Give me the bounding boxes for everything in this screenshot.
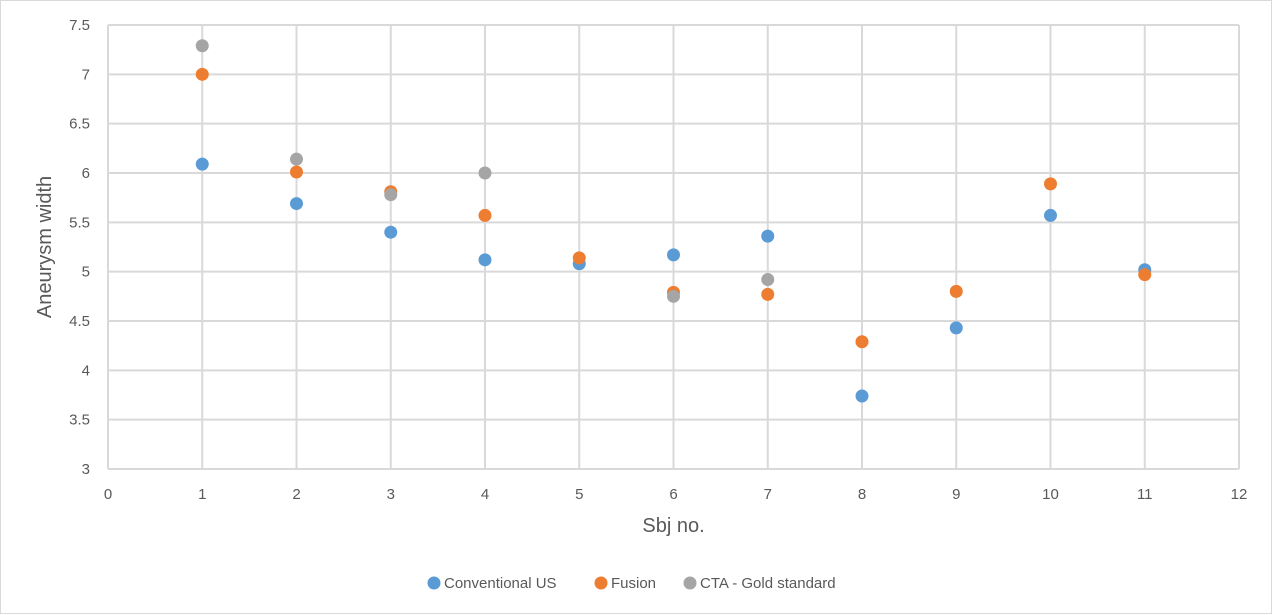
y-tick-label: 6.5 <box>69 116 90 133</box>
data-point <box>195 157 209 171</box>
legend-marker <box>427 576 441 590</box>
legend-marker <box>594 576 608 590</box>
y-tick-label: 7 <box>82 66 90 83</box>
x-tick-label: 10 <box>1042 486 1059 503</box>
legend-marker <box>683 576 697 590</box>
data-point <box>855 389 869 403</box>
data-point <box>478 166 492 180</box>
legend-label: Fusion <box>611 575 656 592</box>
data-point <box>195 39 209 53</box>
y-tick-label: 4.5 <box>69 313 90 330</box>
data-point <box>195 67 209 81</box>
data-point <box>667 248 680 262</box>
x-tick-label: 5 <box>575 486 583 503</box>
data-points <box>195 39 1152 403</box>
y-tick-label: 5 <box>82 264 90 281</box>
x-axis-title: Sbj no. <box>642 515 704 537</box>
x-tick-label: 0 <box>104 486 112 503</box>
x-tick-label: 7 <box>764 486 772 503</box>
y-tick-label: 4 <box>82 362 90 379</box>
data-point <box>1044 177 1057 191</box>
y-tick-label: 6 <box>82 165 90 182</box>
x-tick-label: 11 <box>1137 486 1153 503</box>
data-point <box>1044 208 1057 222</box>
y-axis-title: Aneurysm width <box>34 176 56 318</box>
grid <box>107 24 1240 470</box>
data-point <box>761 287 775 301</box>
data-point <box>478 208 492 222</box>
data-point <box>572 251 586 265</box>
x-tick-label: 12 <box>1231 486 1248 503</box>
data-point <box>761 229 775 243</box>
x-tick-label: 2 <box>292 486 300 503</box>
data-point <box>1138 268 1152 282</box>
legend: Conventional US Fusion CTA - Gold standard <box>427 575 836 592</box>
data-point <box>761 273 775 287</box>
y-tick-label: 7.5 <box>69 17 90 34</box>
data-point <box>478 253 492 267</box>
data-point <box>667 289 680 303</box>
data-point <box>949 321 963 335</box>
data-point <box>290 197 303 211</box>
x-tick-label: 9 <box>952 486 960 503</box>
y-tick-label: 3 <box>82 461 90 478</box>
x-tick-label: 4 <box>481 486 489 503</box>
x-tick-label: 3 <box>387 486 395 503</box>
data-point <box>384 188 398 202</box>
y-tick-label: 3.5 <box>69 412 90 429</box>
data-point <box>290 165 303 179</box>
legend-label: Conventional US <box>444 575 557 592</box>
x-tick-label: 6 <box>669 486 677 503</box>
data-point <box>855 335 869 349</box>
data-point <box>949 284 963 298</box>
y-tick-label: 5.5 <box>69 214 90 231</box>
x-tick-label: 8 <box>858 486 866 503</box>
legend-label: CTA - Gold standard <box>700 575 836 592</box>
data-point <box>290 152 303 166</box>
x-tick-label: 1 <box>198 486 206 503</box>
data-point <box>384 225 398 239</box>
